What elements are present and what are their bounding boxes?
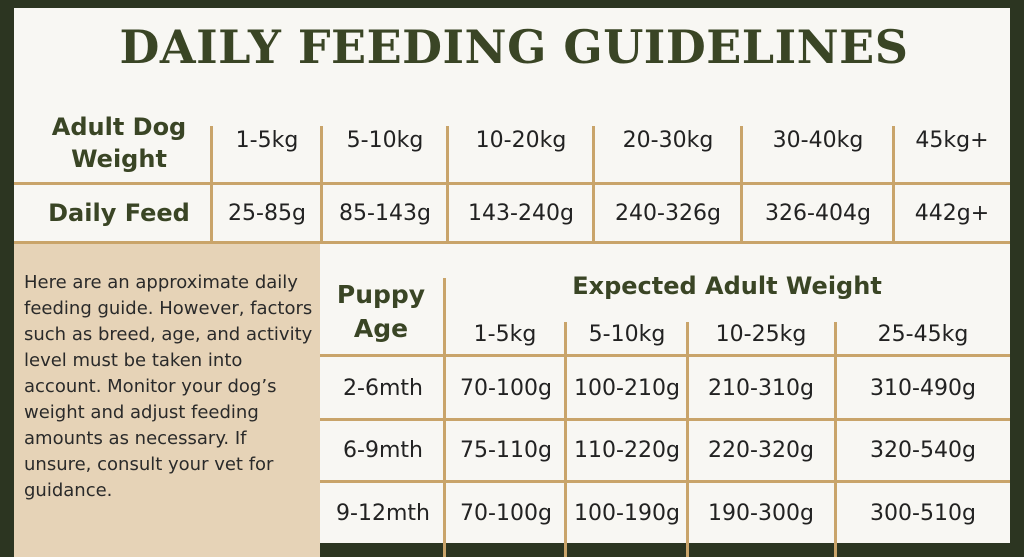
adult-weight-cell: 10-20kg <box>475 127 567 153</box>
puppy-age-cell: 9-12mth <box>336 500 430 526</box>
puppy-row-divider <box>320 354 1010 357</box>
note-text: Here are an approximate daily feeding gu… <box>24 272 313 501</box>
adult-row-divider <box>14 182 1010 185</box>
note-panel <box>14 244 320 557</box>
adult-col-divider <box>740 126 743 244</box>
adult-col-divider <box>320 126 323 244</box>
daily-feed-header: Daily Feed <box>48 198 190 227</box>
puppy-col-divider <box>443 278 446 557</box>
puppy-feed-cell: 75-110g <box>460 437 552 463</box>
expected-weight-header: Expected Adult Weight <box>572 271 882 300</box>
puppy-age-cell: 2-6mth <box>343 375 423 401</box>
daily-feed-cell: 240-326g <box>615 200 721 226</box>
puppy-col-divider <box>686 322 689 557</box>
puppy-feed-cell: 70-100g <box>460 500 552 526</box>
puppy-age-header: Puppy Age <box>336 280 426 343</box>
puppy-feed-cell: 70-100g <box>460 375 552 401</box>
puppy-weight-cell: 5-10kg <box>588 321 666 347</box>
daily-feed-cell: 143-240g <box>468 200 574 226</box>
adult-weight-cell: 45kg+ <box>915 127 989 153</box>
puppy-row-divider <box>320 418 1010 421</box>
section-divider <box>14 241 1010 244</box>
puppy-weight-cell: 10-25kg <box>715 321 807 347</box>
puppy-feed-cell: 190-300g <box>708 500 814 526</box>
puppy-row-divider <box>320 480 1010 483</box>
adult-weight-cell: 5-10kg <box>346 127 424 153</box>
puppy-col-divider <box>564 322 567 557</box>
puppy-feed-cell: 100-190g <box>574 500 680 526</box>
puppy-feed-cell: 310-490g <box>870 375 976 401</box>
daily-feed-cell: 85-143g <box>339 200 431 226</box>
daily-feed-cell: 442g+ <box>914 200 990 226</box>
adult-weight-cell: 20-30kg <box>622 127 714 153</box>
puppy-feed-cell: 320-540g <box>870 437 976 463</box>
daily-feed-cell: 326-404g <box>765 200 871 226</box>
adult-col-divider <box>210 126 213 244</box>
puppy-feed-cell: 210-310g <box>708 375 814 401</box>
puppy-feed-cell: 110-220g <box>574 437 680 463</box>
adult-col-divider <box>592 126 595 244</box>
puppy-feed-cell: 220-320g <box>708 437 814 463</box>
puppy-col-divider <box>834 322 837 557</box>
adult-weight-header: Adult Dog Weight <box>51 112 187 173</box>
adult-col-divider <box>446 126 449 244</box>
page-title: DAILY FEEDING GUIDELINES <box>119 20 909 74</box>
puppy-weight-cell: 1-5kg <box>473 321 537 347</box>
puppy-feed-cell: 300-510g <box>870 500 976 526</box>
adult-weight-cell: 30-40kg <box>772 127 864 153</box>
adult-weight-cell: 1-5kg <box>235 127 299 153</box>
puppy-feed-cell: 100-210g <box>574 375 680 401</box>
adult-col-divider <box>892 126 895 244</box>
puppy-age-cell: 6-9mth <box>343 437 423 463</box>
daily-feed-cell: 25-85g <box>228 200 306 226</box>
puppy-weight-cell: 25-45kg <box>877 321 969 347</box>
